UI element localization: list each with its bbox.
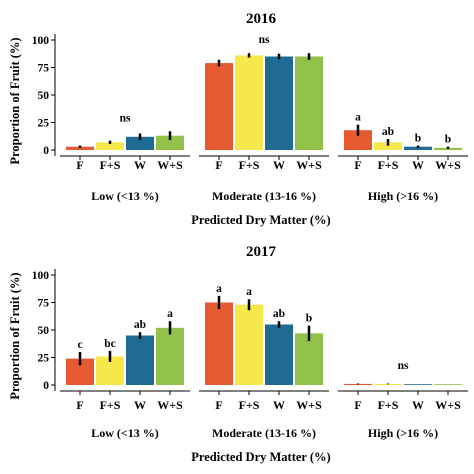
- group-note: ns: [259, 34, 270, 46]
- significance-letter: a: [246, 286, 252, 298]
- panel-title-2016: 2016: [246, 11, 277, 27]
- significance-letter: ab: [273, 308, 285, 320]
- bar: [96, 142, 124, 150]
- x-tick-label: W: [412, 398, 424, 412]
- y-tick-label: 50: [38, 325, 50, 337]
- x-tick-label: W+S: [296, 398, 322, 412]
- bar: [235, 304, 263, 385]
- facet-label: Low (<13 %): [91, 426, 159, 440]
- x-tick-label: W+S: [157, 158, 183, 172]
- group-note: ns: [120, 112, 131, 124]
- x-tick-label: W+S: [435, 158, 461, 172]
- y-tick-label: 75: [38, 298, 50, 310]
- significance-letter: ab: [382, 126, 394, 138]
- facet-label: Moderate (13-16 %): [212, 426, 316, 440]
- bar: [126, 335, 154, 385]
- x-tick-label: W: [134, 158, 146, 172]
- significance-letter: b: [445, 134, 451, 146]
- bar: [344, 383, 372, 385]
- bar: [156, 327, 184, 385]
- significance-letter: a: [167, 308, 173, 320]
- y-tick-label: 25: [38, 353, 50, 365]
- significance-letter: bc: [104, 338, 116, 350]
- x-tick-label: F+S: [239, 398, 260, 412]
- bar: [434, 384, 462, 385]
- x-axis-label-2017: Predicted Dry Matter (%): [191, 450, 330, 464]
- x-tick-label: F: [354, 158, 361, 172]
- bar: [404, 146, 432, 150]
- y-tick-label: 100: [32, 35, 50, 47]
- y-tick-label: 0: [43, 145, 49, 157]
- facet-label: Moderate (13-16 %): [212, 189, 316, 203]
- bar: [156, 135, 184, 150]
- x-tick-label: F+S: [100, 398, 121, 412]
- bar: [205, 63, 233, 150]
- x-tick-label: W+S: [435, 398, 461, 412]
- bar: [126, 136, 154, 150]
- significance-letter: a: [355, 112, 361, 124]
- x-tick-label: F: [354, 398, 361, 412]
- x-axis-label-2016: Predicted Dry Matter (%): [191, 213, 330, 227]
- bar: [374, 142, 402, 150]
- bar: [265, 324, 293, 385]
- bar: [295, 56, 323, 150]
- x-tick-label: W+S: [296, 158, 322, 172]
- x-tick-label: W: [412, 158, 424, 172]
- x-tick-label: F+S: [378, 398, 399, 412]
- bar: [205, 302, 233, 385]
- x-tick-label: W: [273, 398, 285, 412]
- facet-label: High (>16 %): [368, 426, 438, 440]
- bar: [344, 130, 372, 150]
- x-tick-label: F: [215, 398, 222, 412]
- significance-letter: a: [216, 283, 222, 295]
- x-tick-label: F: [215, 158, 222, 172]
- x-tick-label: F+S: [378, 158, 399, 172]
- significance-letter: ab: [134, 319, 146, 331]
- x-tick-label: W: [273, 158, 285, 172]
- facet-label: Low (<13 %): [91, 189, 159, 203]
- bar: [404, 384, 432, 385]
- x-tick-label: F+S: [239, 158, 260, 172]
- x-tick-label: F: [76, 398, 83, 412]
- chart-panel-2016: 0 25 50 75 100 F F+S W W+S ns Low (<13 %) F F+S W W+S n…: [32, 34, 468, 203]
- chart-panel-2017: 0 25 50 75 100 c Fbc F+S ab Wa W+S Low (<13 %) a Fa F+…: [32, 269, 468, 440]
- bar: [235, 55, 263, 150]
- significance-letter: b: [306, 313, 312, 325]
- significance-letter: c: [77, 339, 82, 351]
- group-note: ns: [398, 360, 409, 372]
- bar: [374, 383, 402, 385]
- bar: [265, 56, 293, 150]
- y-axis-label-2016: Proportion of Fruit (%): [8, 37, 22, 164]
- x-tick-label: F: [76, 158, 83, 172]
- y-tick-label: 50: [38, 90, 50, 102]
- bar: [66, 146, 94, 150]
- panel-title-2017: 2017: [246, 244, 277, 260]
- significance-letter: b: [415, 133, 421, 145]
- x-tick-label: W+S: [157, 398, 183, 412]
- y-tick-label: 75: [38, 63, 50, 75]
- y-tick-label: 0: [43, 380, 49, 392]
- y-axis-label-2017: Proportion of Fruit (%): [8, 272, 22, 399]
- facet-label: High (>16 %): [368, 189, 438, 203]
- y-tick-label: 100: [32, 270, 50, 282]
- y-tick-label: 25: [38, 118, 50, 130]
- x-tick-label: W: [134, 398, 146, 412]
- x-tick-label: F+S: [100, 158, 121, 172]
- bar: [295, 333, 323, 385]
